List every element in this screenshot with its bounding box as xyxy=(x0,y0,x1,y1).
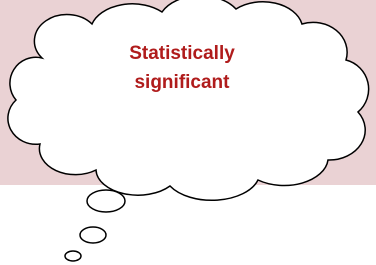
page: Statistically significant {"callout": {"… xyxy=(0,0,376,265)
thought-bubble-medium xyxy=(80,227,106,243)
thought-bubble-large xyxy=(87,190,125,212)
thought-bubble-small xyxy=(65,251,81,261)
thought-bubble-diagram: Statistically significant xyxy=(0,0,376,265)
callout-text-line: significant xyxy=(134,72,230,93)
callout-text-line: Statistically xyxy=(129,43,235,64)
thought-cloud xyxy=(8,0,369,200)
